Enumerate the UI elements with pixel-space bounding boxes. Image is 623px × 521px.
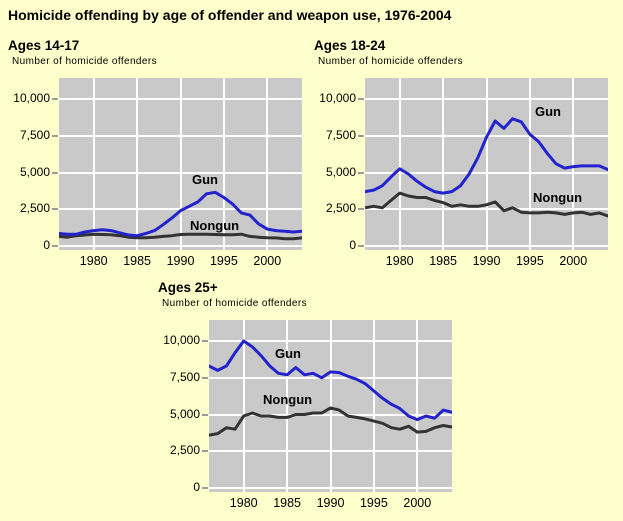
plot-area: Gun Nongun (209, 320, 452, 492)
x-tick-label: 2000 (403, 496, 432, 510)
chart-ages-25-plus: Ages 25+ Number of homicide offenders Gu… (158, 280, 460, 518)
x-gridline (242, 320, 245, 492)
y-tick-mark (52, 245, 58, 247)
y-tick-label: 7,500 (19, 128, 50, 142)
series-label-gun: Gun (275, 346, 301, 361)
series-line-gun (59, 190, 302, 238)
x-tick-label: 2000 (253, 254, 282, 268)
x-tick-label: 1985 (429, 254, 457, 268)
x-tick-label: 1990 (166, 254, 195, 268)
x-tick-label: 1990 (316, 496, 345, 510)
y-tick-mark (52, 135, 58, 137)
y-tick-mark (52, 98, 58, 100)
x-gridline (398, 78, 401, 250)
y-tick-label: 5,000 (19, 165, 50, 179)
y-tick-label: 2,500 (325, 201, 356, 215)
y-tick-mark (202, 377, 208, 379)
x-gridline (136, 78, 139, 250)
y-tick-mark (202, 487, 208, 489)
series-line-nongun (59, 232, 302, 241)
x-gridline (485, 78, 488, 250)
y-tick-label: 10,000 (163, 333, 200, 347)
chart-ages-18-24: Ages 18-24 Number of homicide offenders … (314, 38, 616, 276)
series-line-gun (365, 117, 608, 195)
y-tick-label: 10,000 (13, 91, 50, 105)
x-gridline (528, 78, 531, 250)
y-axis-title: Number of homicide offenders (12, 56, 157, 67)
x-tick-label: 1980 (79, 254, 108, 268)
y-tick-label: 7,500 (325, 128, 356, 142)
x-gridline (179, 78, 182, 250)
x-tick-label: 1985 (273, 496, 301, 510)
series-line-gun (209, 339, 452, 422)
chart-heading: Ages 25+ (158, 280, 218, 295)
series-label-gun: Gun (535, 104, 561, 119)
x-tick-label: 1980 (229, 496, 258, 510)
chart-ages-14-17: Ages 14-17 Number of homicide offenders … (8, 38, 310, 276)
y-tick-mark (358, 208, 364, 210)
plot-area: Gun Nongun (365, 78, 608, 250)
x-gridline (266, 78, 269, 250)
y-tick-label: 0 (193, 480, 200, 494)
plot-area: Gun Nongun (59, 78, 302, 250)
y-tick-label: 0 (43, 238, 50, 252)
x-tick-label: 1990 (472, 254, 501, 268)
x-gridline (329, 320, 332, 492)
y-tick-mark (358, 245, 364, 247)
y-tick-label: 7,500 (169, 370, 200, 384)
series-label-nongun: Nongun (263, 392, 313, 407)
series-line-nongun (365, 191, 608, 218)
x-tick-label: 1980 (385, 254, 414, 268)
y-tick-label: 0 (349, 238, 356, 252)
series-label-nongun: Nongun (190, 218, 240, 233)
x-gridline (372, 320, 375, 492)
series-label-nongun: Nongun (533, 190, 583, 205)
y-tick-label: 10,000 (319, 91, 356, 105)
x-tick-label: 1995 (359, 496, 388, 510)
x-gridline (572, 78, 575, 250)
y-tick-mark (202, 340, 208, 342)
x-tick-label: 1995 (209, 254, 238, 268)
y-tick-label: 5,000 (325, 165, 356, 179)
y-tick-label: 2,500 (169, 443, 200, 457)
y-tick-mark (52, 172, 58, 174)
y-tick-mark (52, 208, 58, 210)
x-gridline (222, 78, 225, 250)
y-axis-title: Number of homicide offenders (318, 56, 463, 67)
chart-heading: Ages 14-17 (8, 38, 80, 53)
x-tick-label: 2000 (559, 254, 588, 268)
y-axis-title: Number of homicide offenders (162, 298, 307, 309)
y-tick-mark (358, 98, 364, 100)
series-line-nongun (209, 406, 452, 437)
chart-heading: Ages 18-24 (314, 38, 386, 53)
x-gridline (286, 320, 289, 492)
page-title: Homicide offending by age of offender an… (8, 7, 452, 23)
x-gridline (92, 78, 95, 250)
series-label-gun: Gun (192, 172, 218, 187)
y-tick-label: 2,500 (19, 201, 50, 215)
x-tick-label: 1995 (515, 254, 544, 268)
y-tick-mark (358, 172, 364, 174)
y-tick-mark (358, 135, 364, 137)
x-gridline (442, 78, 445, 250)
y-tick-mark (202, 450, 208, 452)
y-tick-mark (202, 414, 208, 416)
y-tick-label: 5,000 (169, 407, 200, 421)
x-gridline (416, 320, 419, 492)
x-tick-label: 1985 (123, 254, 151, 268)
